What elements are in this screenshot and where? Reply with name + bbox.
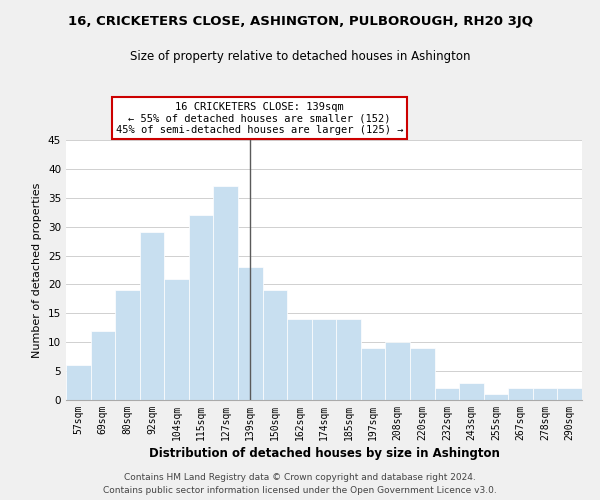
Text: Contains public sector information licensed under the Open Government Licence v3: Contains public sector information licen… [103,486,497,495]
Bar [410,348,434,400]
Bar [164,278,189,400]
Bar [508,388,533,400]
Text: 16, CRICKETERS CLOSE, ASHINGTON, PULBOROUGH, RH20 3JQ: 16, CRICKETERS CLOSE, ASHINGTON, PULBORO… [67,15,533,28]
Bar [140,232,164,400]
Bar [459,382,484,400]
Bar [91,330,115,400]
Bar [557,388,582,400]
Text: Size of property relative to detached houses in Ashington: Size of property relative to detached ho… [130,50,470,63]
Bar [434,388,459,400]
X-axis label: Distribution of detached houses by size in Ashington: Distribution of detached houses by size … [149,447,499,460]
Bar [66,366,91,400]
Bar [361,348,385,400]
Text: Contains HM Land Registry data © Crown copyright and database right 2024.: Contains HM Land Registry data © Crown c… [124,474,476,482]
Bar [287,319,312,400]
Bar [312,319,336,400]
Bar [533,388,557,400]
Y-axis label: Number of detached properties: Number of detached properties [32,182,43,358]
Bar [214,186,238,400]
Bar [189,215,214,400]
Bar [263,290,287,400]
Bar [385,342,410,400]
Text: 16 CRICKETERS CLOSE: 139sqm
← 55% of detached houses are smaller (152)
45% of se: 16 CRICKETERS CLOSE: 139sqm ← 55% of det… [116,102,403,135]
Bar [336,319,361,400]
Bar [115,290,140,400]
Bar [484,394,508,400]
Bar [238,267,263,400]
